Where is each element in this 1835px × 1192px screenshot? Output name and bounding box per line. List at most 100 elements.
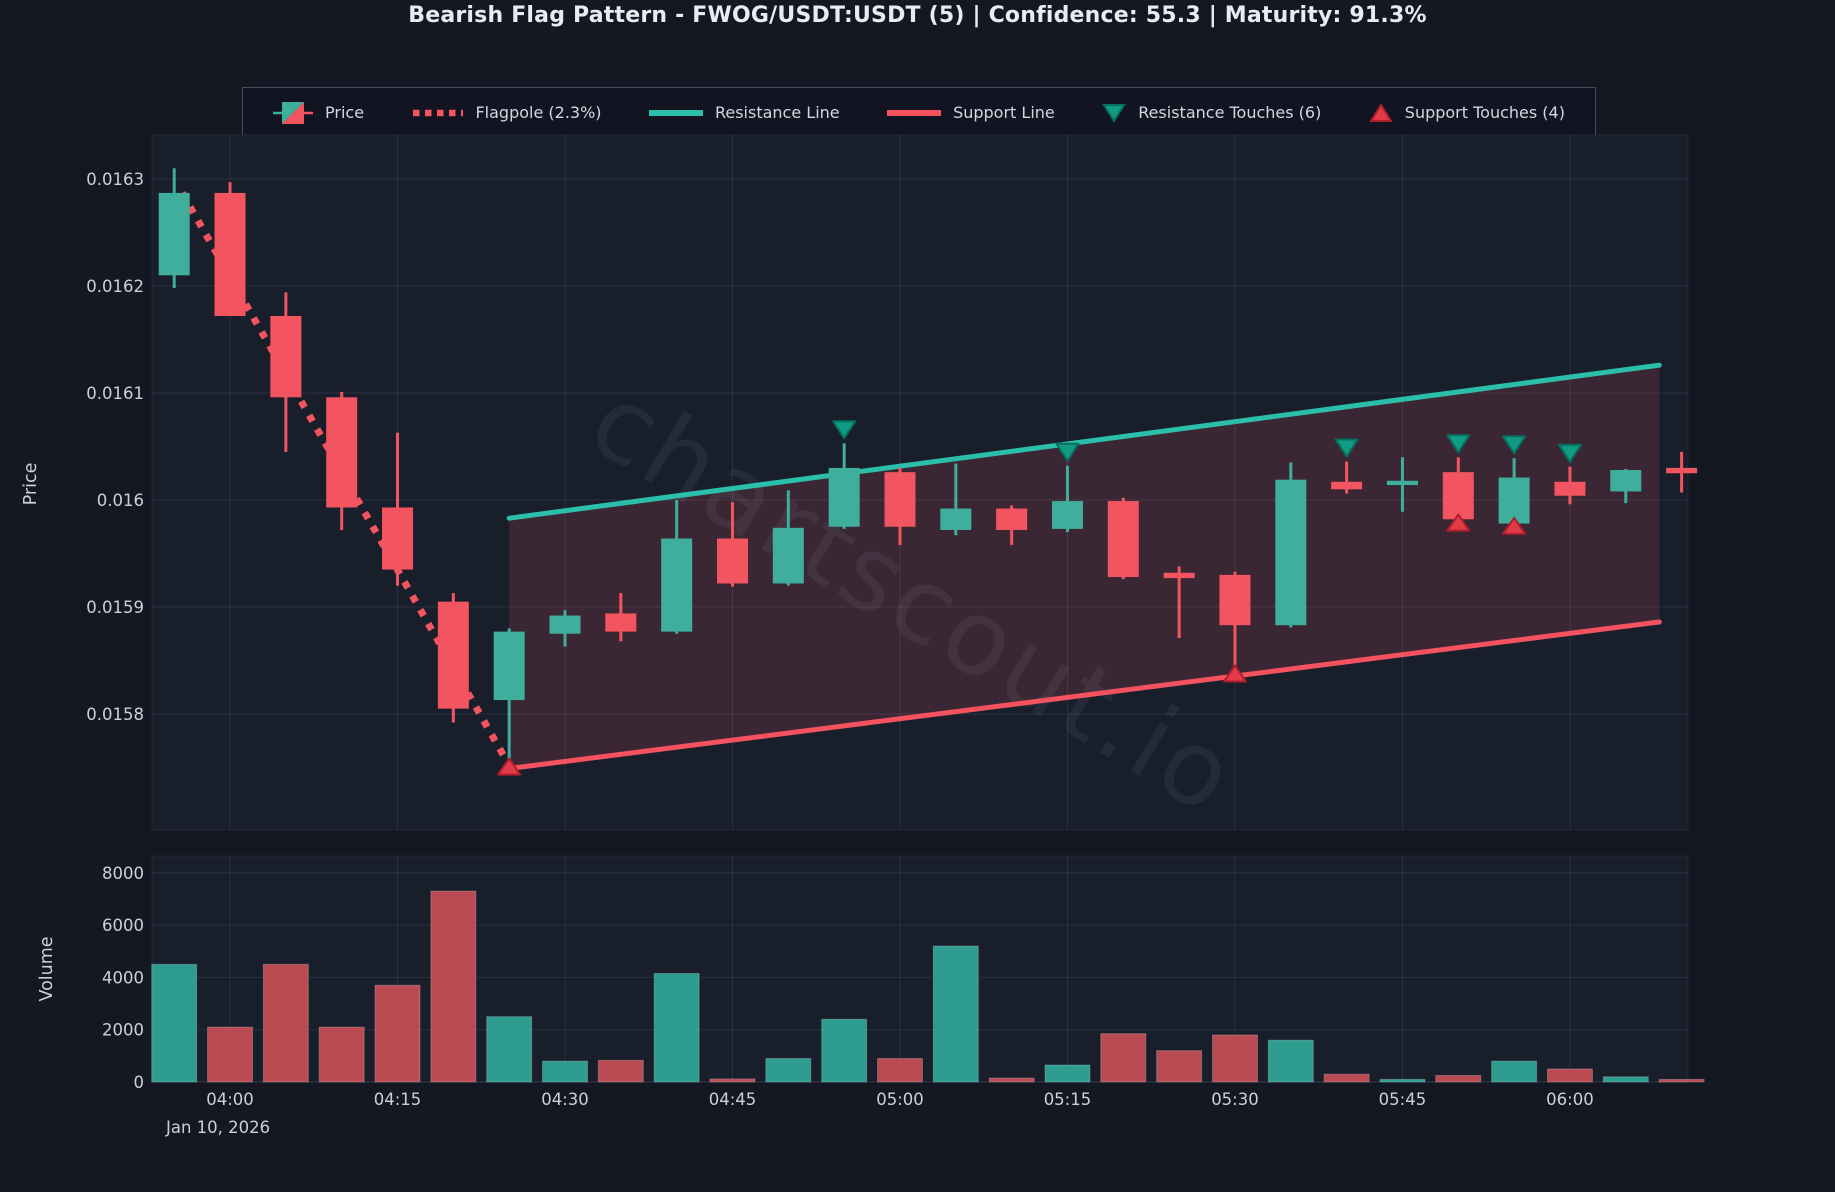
volume-bar[interactable] — [1267, 1039, 1314, 1083]
price-tick-label: 0.016 — [97, 491, 144, 510]
candle-03:55[interactable] — [158, 168, 190, 289]
candle-05:25[interactable] — [1163, 566, 1195, 639]
volume-bar[interactable] — [709, 1078, 756, 1083]
candle-body — [549, 615, 581, 634]
candle-05:10[interactable] — [996, 505, 1028, 545]
volume-bar[interactable] — [1323, 1073, 1370, 1083]
volume-bar[interactable] — [988, 1077, 1035, 1083]
time-tick-label: 05:00 — [876, 1090, 924, 1109]
volume-bar[interactable] — [1100, 1033, 1147, 1083]
volume-bar[interactable] — [430, 890, 477, 1083]
volume-bar[interactable] — [1044, 1064, 1091, 1083]
volume-bar[interactable] — [597, 1059, 644, 1083]
resistance-touch-marker[interactable] — [1446, 434, 1471, 454]
volume-bars — [151, 890, 1705, 1083]
resistance-touch-marker[interactable] — [1334, 438, 1359, 458]
legend-item-resistance-touches[interactable]: Resistance Touches (6) — [1102, 103, 1321, 123]
legend-item-support-line[interactable]: Support Line — [887, 103, 1055, 122]
candle-04:00[interactable] — [214, 182, 246, 316]
volume-bar[interactable] — [1546, 1068, 1593, 1083]
candle-05:55[interactable] — [1498, 458, 1530, 528]
resistance-touch-marker[interactable] — [1502, 435, 1527, 455]
volume-bar[interactable] — [1156, 1050, 1203, 1083]
candle-05:45[interactable] — [1386, 457, 1418, 512]
candle-05:05[interactable] — [940, 463, 972, 536]
candle-04:30[interactable] — [549, 610, 581, 647]
candlestick-icon — [273, 100, 313, 126]
resistance-touch-marker[interactable] — [832, 420, 857, 440]
candle-06:00[interactable] — [1554, 466, 1586, 505]
legend-item-price[interactable]: Price — [273, 100, 364, 126]
legend-label: Flagpole (2.3%) — [475, 103, 602, 122]
volume-bar[interactable] — [151, 963, 198, 1083]
candle-body — [1386, 480, 1418, 486]
resistance-touch-marker[interactable] — [1557, 443, 1582, 463]
legend-label: Price — [325, 103, 365, 122]
legend-item-flagpole[interactable]: Flagpole (2.3%) — [411, 103, 602, 122]
volume-bar[interactable] — [207, 1026, 254, 1083]
volume-bar[interactable] — [1435, 1074, 1482, 1083]
channel-fill — [509, 365, 1660, 769]
volume-bar[interactable] — [542, 1060, 589, 1083]
candle-body — [1051, 501, 1083, 529]
volume-tick-label: 0 — [134, 1073, 145, 1092]
support-touch-marker[interactable] — [1446, 513, 1471, 532]
time-tick-label: 04:45 — [709, 1090, 757, 1109]
volume-bar[interactable] — [821, 1018, 868, 1083]
candle-04:35[interactable] — [605, 593, 637, 642]
candle-04:45[interactable] — [717, 502, 748, 587]
candle-05:20[interactable] — [1107, 497, 1139, 580]
volume-bar[interactable] — [318, 1026, 365, 1083]
page-title: Bearish Flag Pattern - FWOG/USDT:USDT (5… — [408, 3, 1427, 28]
volume-bar[interactable] — [765, 1057, 812, 1083]
candle-04:50[interactable] — [772, 490, 804, 586]
candle-04:25[interactable] — [493, 628, 525, 769]
time-tick-label: 06:00 — [1546, 1090, 1594, 1109]
candle-05:40[interactable] — [1331, 461, 1363, 494]
date-label: Jan 10, 2026 — [165, 1118, 270, 1137]
candle-body — [1219, 574, 1251, 626]
candle-body — [1554, 481, 1586, 496]
volume-bar[interactable] — [932, 945, 979, 1083]
candle-body — [717, 538, 748, 584]
candle-04:10[interactable] — [326, 391, 358, 530]
legend-item-resistance-line[interactable]: Resistance Line — [648, 103, 840, 122]
price-tick-label: 0.0163 — [86, 170, 144, 189]
volume-bar[interactable] — [1658, 1078, 1705, 1083]
volume-bar[interactable] — [486, 1016, 533, 1083]
support-touch-marker[interactable] — [497, 757, 522, 776]
candle-body — [214, 192, 246, 316]
candle-06:10[interactable] — [1666, 451, 1698, 493]
candle-04:05[interactable] — [270, 292, 302, 452]
support-touch-marker[interactable] — [1502, 516, 1527, 535]
volume-tick-label: 6000 — [102, 916, 144, 935]
candle-04:55[interactable] — [828, 443, 860, 529]
volume-bar[interactable] — [1211, 1034, 1258, 1083]
volume-bar[interactable] — [653, 972, 700, 1083]
legend-item-support-touches[interactable]: Support Touches (4) — [1368, 102, 1565, 123]
candle-05:15[interactable] — [1051, 465, 1083, 533]
candle-05:00[interactable] — [884, 467, 916, 545]
price-axis-title: Price — [21, 463, 41, 506]
volume-bar[interactable] — [1602, 1076, 1649, 1083]
candle-04:15[interactable] — [382, 432, 414, 586]
volume-bar[interactable] — [1491, 1060, 1538, 1083]
volume-bar[interactable] — [1379, 1078, 1426, 1083]
candle-04:40[interactable] — [661, 500, 693, 634]
price-tick-label: 0.0159 — [86, 598, 144, 617]
candle-06:05[interactable] — [1610, 468, 1642, 504]
support-touch-marker[interactable] — [1222, 664, 1247, 683]
volume-bar[interactable] — [262, 963, 309, 1083]
candle-body — [772, 527, 804, 584]
candle-body — [1442, 472, 1474, 520]
resistance-touch-marker[interactable] — [1055, 442, 1080, 462]
candle-05:30[interactable] — [1219, 571, 1251, 676]
candle-05:35[interactable] — [1275, 462, 1307, 628]
legend-label: Support Touches (4) — [1404, 103, 1565, 122]
volume-bar[interactable] — [374, 984, 421, 1083]
volume-bar[interactable] — [876, 1057, 923, 1083]
candle-05:50[interactable] — [1442, 457, 1474, 525]
candle-04:20[interactable] — [437, 593, 469, 723]
legend-label: Resistance Line — [714, 103, 840, 122]
